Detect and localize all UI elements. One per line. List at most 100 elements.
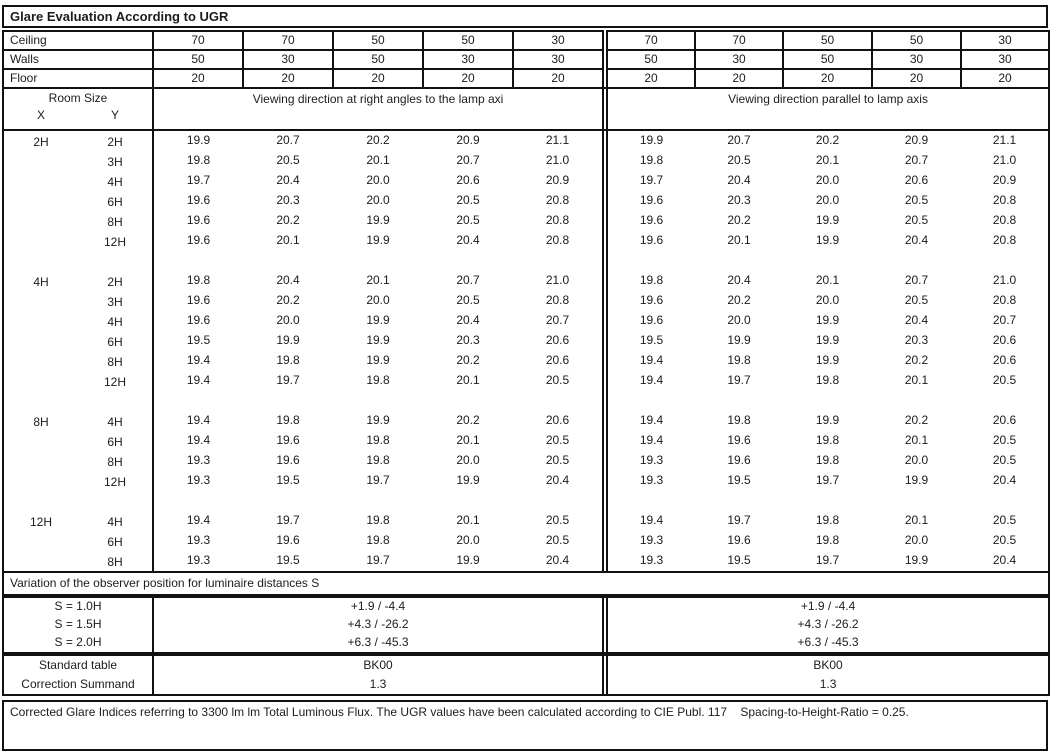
ugr-value: 19.9 [456,473,480,488]
ugr-value: 19.3 [639,533,664,548]
room-size-values: 3H [4,153,151,170]
ugr-value: 20.4 [545,553,570,568]
blank-row [3,391,1049,411]
surface-value: 30 [512,30,604,51]
room-size-cell: 8H 4H [3,411,154,431]
room-y-value: 8H [107,354,123,369]
ugr-value: 20.5 [276,153,300,168]
ugr-value: 20.8 [992,233,1017,248]
ugr-row: 6H 19.3 19.6 19.8 20.0 20.5 19.3 19.6 19.8 20.0 20… [3,531,1049,551]
variation-row: S = 2.0H +6.3 / -45.3 +6.3 / -45.3 [3,634,1049,653]
room-y-value: 8H [107,554,123,569]
ugr-value: 19.3 [639,473,664,488]
ugr-value: 19.6 [276,453,300,468]
ugr-value: 21.1 [992,133,1017,148]
room-y-value: 4H [107,314,123,329]
ugr-value: 20.3 [276,193,300,208]
ugr-value: 19.7 [727,513,751,528]
ugr-value: 19.7 [276,373,300,388]
empty-cell [607,251,695,271]
ugr-value: 19.8 [186,153,211,168]
ugr-value: 19.8 [815,433,840,448]
column-gap [602,211,609,231]
ugr-value: 20.0 [904,533,929,548]
ugr-value: 19.5 [186,333,211,348]
ugr-value: 19.3 [186,473,211,488]
surface-value: 70 [694,30,784,51]
ugr-value: 21.0 [545,273,570,288]
empty-cell [783,491,872,511]
ugr-row: 12H 4H 19.4 19.7 19.8 20.1 20.5 19.4 19.7 19.8 20.… [3,511,1049,531]
ugr-value: 20.1 [456,433,480,448]
ugr-row: 12H 19.4 19.7 19.8 20.1 20.5 19.4 19.7 19.8 20.1 2… [3,371,1049,391]
surface-value: 50 [332,49,424,70]
ugr-value: 19.8 [727,353,751,368]
ugr-value: 19.5 [276,473,300,488]
ugr-value: 19.5 [727,473,751,488]
ugr-value: 19.6 [186,233,211,248]
ugr-value: 21.0 [992,273,1017,288]
room-x-value: 8H [33,414,49,429]
ugr-value: 19.6 [639,193,664,208]
ugr-value: 20.5 [545,533,570,548]
ugr-value: 20.0 [456,453,480,468]
ugr-value: 20.8 [545,193,570,208]
room-y-value: 2H [107,274,123,289]
surface-value: 50 [871,30,962,51]
room-x-value [4,156,78,170]
column-gap [602,291,609,311]
ugr-value: 19.5 [276,553,300,568]
ugr-value: 20.7 [904,153,929,168]
ugr-value: 20.1 [366,273,390,288]
column-gap [602,451,609,471]
room-size-cell: 8H [3,551,154,572]
room-y-value: 12H [103,374,126,389]
ugr-value: 19.7 [727,373,751,388]
empty-cell [783,251,872,271]
ugr-value: 19.6 [186,193,211,208]
room-x-value [4,236,78,250]
column-gap [602,331,609,351]
ugr-value: 19.7 [366,553,390,568]
summary-rows: Standard table BK00 BK00 Correction Summand… [3,655,1049,695]
ugr-value: 20.7 [992,313,1017,328]
room-y-value: 6H [107,434,123,449]
ugr-value: 19.4 [186,513,211,528]
column-gap [602,69,608,88]
summary-value: 1.3 [369,676,387,691]
room-x-value [4,456,78,470]
room-size-cell: 4H [3,311,154,331]
ugr-value: 19.4 [186,413,211,428]
room-x-value [4,196,78,210]
ugr-value: 20.6 [545,413,570,428]
column-gap [602,655,609,675]
ugr-value: 20.6 [992,353,1017,368]
column-gap [602,151,609,171]
room-x-value [4,436,78,450]
surface-value: 20 [782,68,873,89]
empty-cell [607,491,695,511]
ugr-value: 19.9 [186,133,211,148]
surface-label: Ceiling [2,30,154,51]
variation-row: S = 1.0H +1.9 / -4.4 +1.9 / -4.4 [3,597,1049,616]
observer-variation-rows: S = 1.0H +1.9 / -4.4 +1.9 / -4.4 S = 1.5H +4… [3,597,1049,653]
ugr-value: 19.9 [366,313,390,328]
surface-value: 30 [422,49,514,70]
ugr-value: 19.8 [366,453,390,468]
ugr-value: 20.8 [545,293,570,308]
empty-cell [695,391,783,411]
column-gap [602,130,609,151]
ugr-value: 19.7 [639,173,664,188]
ugr-value: 20.4 [276,173,300,188]
ugr-value: 19.4 [186,433,211,448]
room-x-value [4,296,78,310]
ugr-value: 20.1 [366,153,390,168]
room-size-cell: 8H [3,351,154,371]
ugr-value: 19.4 [186,373,211,388]
surface-value: 20 [332,68,424,89]
ugr-value: 20.4 [904,233,929,248]
ugr-value: 19.8 [815,513,840,528]
ugr-value: 20.2 [904,413,929,428]
empty-cell [243,491,333,511]
ugr-value: 20.2 [456,353,480,368]
